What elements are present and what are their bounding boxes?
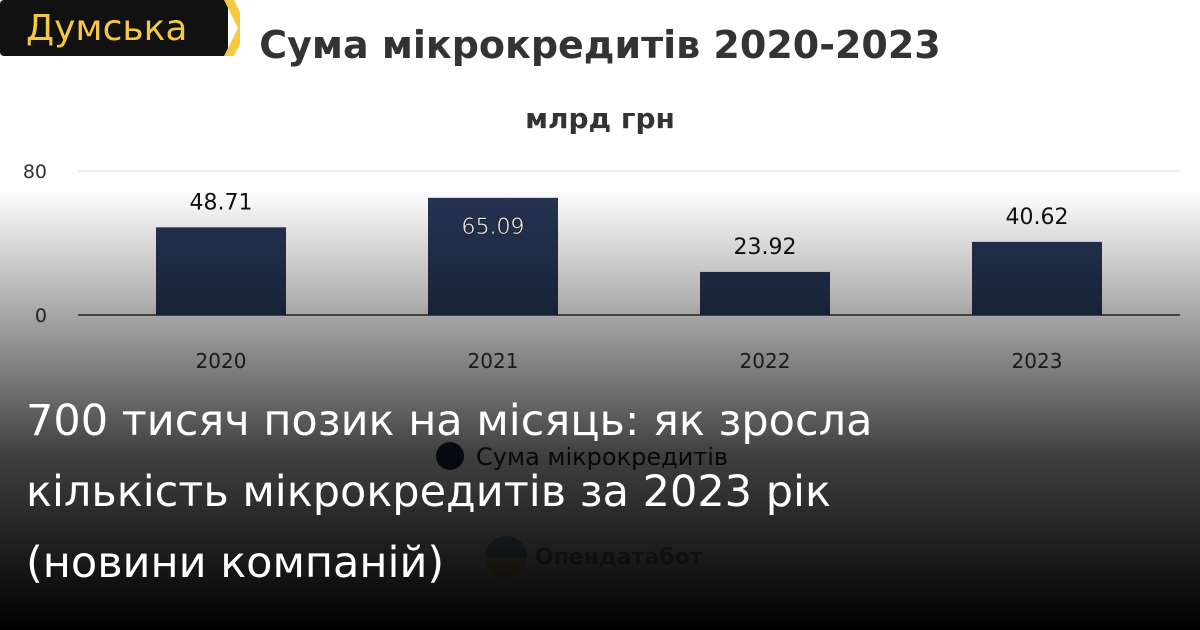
- data-label-2021: 65.09: [462, 215, 525, 240]
- headline: 700 тисяч позик на місяць: як зросла кіл…: [26, 396, 873, 588]
- y-tick-0: 0: [35, 305, 47, 327]
- data-label-2022: 23.92: [734, 235, 797, 260]
- data-label-2020: 48.71: [190, 190, 253, 215]
- x-tick-2022: 2022: [740, 349, 791, 373]
- svg-text:Думська: Думська: [26, 8, 187, 49]
- bar-2020: [156, 227, 286, 315]
- x-tick-2023: 2023: [1012, 349, 1063, 373]
- x-tick-2020: 2020: [196, 349, 247, 373]
- bar-2023: [972, 241, 1102, 315]
- chart-subtitle: млрд грн: [525, 102, 675, 135]
- y-tick-80: 80: [23, 161, 47, 183]
- chart-title: Сума мікрокредитів 2020-2023: [259, 23, 940, 67]
- data-label-2023: 40.62: [1006, 205, 1069, 230]
- bar-2022: [700, 271, 830, 315]
- brand-logo: Думська: [0, 0, 240, 56]
- x-tick-2021: 2021: [468, 349, 519, 373]
